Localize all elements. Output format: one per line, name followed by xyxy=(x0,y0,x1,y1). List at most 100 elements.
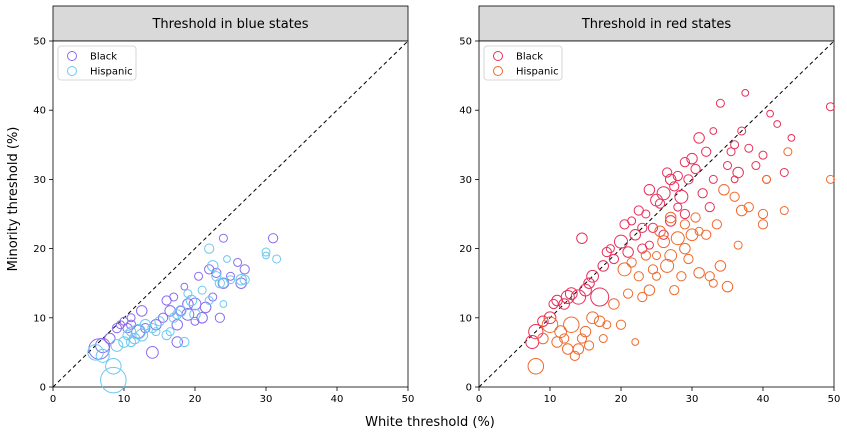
scatter-point-hispanic xyxy=(670,231,685,246)
scatter-point-hispanic xyxy=(652,271,661,281)
scatter-point-hispanic xyxy=(729,191,740,202)
y-tick-label: 50 xyxy=(33,37,46,48)
scatter-point-black xyxy=(741,89,750,97)
axis-ticks: 0 10 20 30 40 50 0 10 20 30 40 50 xyxy=(459,37,840,406)
y-tick-label: 30 xyxy=(33,175,46,186)
scatter-point-hispanic xyxy=(175,305,187,317)
scatter-point-hispanic xyxy=(223,255,231,263)
scatter-point-hispanic xyxy=(204,296,214,305)
legend-box xyxy=(483,45,563,81)
scatter-point-hispanic xyxy=(679,242,691,255)
panel-blue-states: Threshold in blue states 0 10 20 30 40 50 0 10 2… xyxy=(33,5,414,405)
scatter-point-black xyxy=(779,167,789,177)
y-tick-label: 10 xyxy=(33,313,46,324)
scatter-point-black xyxy=(664,215,677,227)
scatter-point-black xyxy=(662,167,673,178)
scatter-point-hispanic xyxy=(583,340,595,351)
scatter-point-hispanic xyxy=(559,333,570,344)
scatter-point-black xyxy=(576,232,588,244)
scatter-point-hispanic xyxy=(757,219,769,230)
scatter-point-black xyxy=(218,233,228,243)
scatter-point-hispanic xyxy=(683,253,694,265)
scatter-point-black xyxy=(672,170,683,182)
scatter-point-hispanic xyxy=(189,308,201,321)
scatter-point-black xyxy=(637,222,648,233)
scatter-point-black xyxy=(656,186,671,201)
scatter-point-hispanic xyxy=(105,357,122,375)
scatter-point-black xyxy=(690,163,701,175)
scatter-point-hispanic xyxy=(130,324,146,340)
scatter-point-hispanic xyxy=(664,249,678,262)
scatter-point-black xyxy=(644,240,654,250)
scatter-point-black xyxy=(543,311,557,325)
scatter-point-hispanic xyxy=(87,344,104,361)
scatter-point-black xyxy=(590,287,610,307)
scatter-point-hispanic xyxy=(743,201,754,213)
scatter-point-black xyxy=(235,277,247,289)
scatter-point-hispanic xyxy=(579,325,592,338)
panel-red-states: Threshold in red states 0 10 20 30 40 50 0 10 20… xyxy=(459,5,840,406)
scatter-point-black xyxy=(627,216,637,226)
scatter-point-hispanic xyxy=(151,327,161,337)
x-tick-label: 10 xyxy=(118,394,131,405)
scatter-point-black xyxy=(669,181,680,192)
scatter-point-hispanic xyxy=(708,278,718,288)
y-tick-label: 0 xyxy=(40,383,46,394)
scatter-point-black xyxy=(188,297,202,311)
scatter-point-black xyxy=(528,324,544,340)
scatter-point-hispanic xyxy=(783,147,793,157)
scatter-point-hispanic xyxy=(586,311,599,325)
scatter-point-black xyxy=(726,147,736,157)
scatter-point-hispanic xyxy=(537,332,549,345)
scatter-point-hispanic xyxy=(718,184,730,196)
scatter-point-hispanic xyxy=(197,285,207,295)
scatter-point-hispanic xyxy=(204,243,215,254)
scatter-point-hispanic xyxy=(640,250,651,261)
scatter-point-hispanic xyxy=(757,208,769,220)
y-axis-label: Minority threshold (%) xyxy=(6,127,21,272)
scatter-point-hispanic xyxy=(100,366,127,394)
scatter-point-black xyxy=(693,132,705,144)
scatter-point-black xyxy=(723,161,732,171)
scatter-point-black xyxy=(608,253,620,265)
scatter-point-hispanic xyxy=(779,206,789,216)
legend: Black Hispanic xyxy=(483,45,563,81)
scatter-point-hispanic xyxy=(615,319,627,330)
scatter-point-black xyxy=(214,312,225,323)
scatter-point-black xyxy=(683,174,694,185)
x-tick-label: 40 xyxy=(331,394,344,405)
scatter-point-hispanic xyxy=(207,260,219,272)
scatter-point-black xyxy=(701,146,712,157)
scatter-point-hispanic xyxy=(272,254,282,264)
y-tick-label: 40 xyxy=(459,106,472,117)
scatter-point-black xyxy=(773,120,782,128)
scatter-point-black xyxy=(194,271,204,281)
y-tick-label: 30 xyxy=(459,175,472,186)
diagonal-reference-line xyxy=(478,40,835,388)
scatter-point-hispanic xyxy=(235,273,247,286)
scatter-point-black xyxy=(664,173,677,186)
identity-line xyxy=(478,40,835,388)
scatter-point-hispanic xyxy=(554,325,568,339)
scatter-point-hispanic xyxy=(637,291,648,303)
y-tick-label: 40 xyxy=(33,106,46,117)
scatter-point-hispanic xyxy=(602,320,612,330)
scatter-point-hispanic xyxy=(622,288,634,299)
scatter-point-black xyxy=(605,244,615,254)
scatter-point-hispanic xyxy=(762,174,772,184)
scatter-points xyxy=(87,233,282,394)
legend-label-hispanic: Hispanic xyxy=(516,67,559,78)
scatter-point-hispanic xyxy=(576,333,588,344)
scatter-point-black xyxy=(732,166,744,179)
scatter-point-hispanic xyxy=(652,251,661,261)
x-tick-label: 40 xyxy=(757,394,770,405)
scatter-point-hispanic xyxy=(735,204,748,217)
scatter-point-black xyxy=(679,156,691,168)
scatter-point-black xyxy=(126,313,136,323)
scatter-point-black xyxy=(825,102,835,112)
scatter-point-black xyxy=(233,257,243,267)
scatter-point-black xyxy=(673,202,683,212)
scatter-point-black xyxy=(104,332,116,345)
scatter-point-black xyxy=(730,140,740,150)
scatter-point-black xyxy=(715,98,725,108)
